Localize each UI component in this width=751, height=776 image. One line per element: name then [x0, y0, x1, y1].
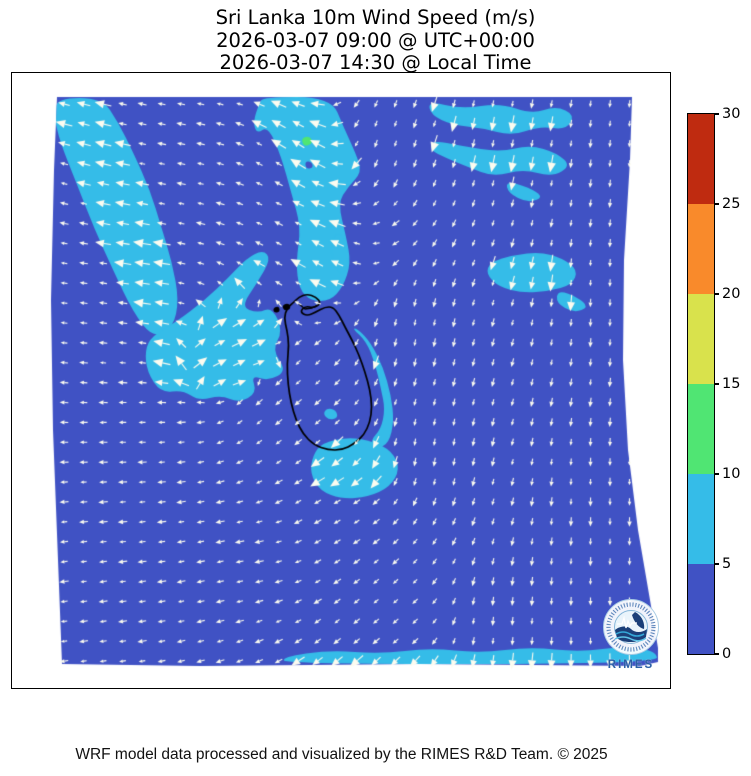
colorbar-tick-label: 5	[722, 556, 732, 572]
rimes-logo-text: RIMES	[607, 659, 655, 671]
colorbar-segment	[688, 474, 714, 564]
logo-seismogram-icon	[617, 615, 637, 629]
logo-wave-icon	[615, 631, 645, 637]
colorbar-tick-label: 15	[722, 376, 741, 392]
colorbar-tick-label: 20	[722, 286, 741, 302]
colorbar-segment	[688, 294, 714, 384]
colorbar-tick-label: 30	[722, 106, 741, 122]
colorbar-tick	[714, 473, 719, 475]
colorbar-tick-label: 10	[722, 466, 741, 482]
credit-caption: WRF model data processed and visualized …	[75, 746, 608, 763]
logo-wave2-icon	[614, 636, 647, 642]
rimes-logo-emblem	[603, 599, 659, 655]
colorbar-tick	[714, 653, 719, 655]
logo-landmass-shape	[632, 612, 645, 629]
colorbar-tick	[714, 563, 719, 565]
colorbar-tick	[714, 113, 719, 115]
colorbar-segment	[688, 114, 714, 204]
colorbar-segment	[688, 564, 714, 654]
colorbar-tick	[714, 293, 719, 295]
colorbar-tick	[714, 203, 719, 205]
colorbar: 0 5 10 15 20 25 30	[687, 106, 740, 662]
colorbar-tick-label: 0	[722, 646, 732, 662]
colorbar-segment	[688, 384, 714, 474]
colorbar-tick	[714, 383, 719, 385]
rimes-logo: RIMES	[600, 597, 662, 671]
colorbar-tick-label: 25	[722, 196, 741, 212]
colorbar-segment	[688, 204, 714, 294]
